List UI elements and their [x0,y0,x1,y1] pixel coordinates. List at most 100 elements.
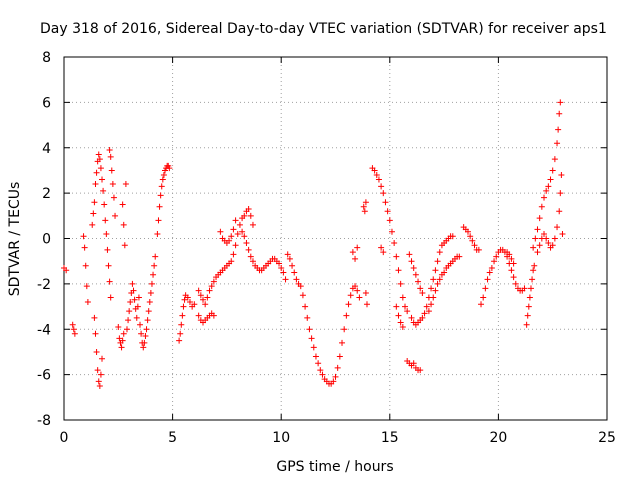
data-point [371,167,378,174]
data-point [232,242,239,249]
data-point [276,260,283,267]
data-point [536,242,543,249]
data-point [129,280,136,287]
data-point [99,176,106,183]
data-point [179,312,186,319]
data-point [140,344,147,351]
data-point [434,280,441,287]
data-point [228,233,235,240]
data-point [554,140,561,147]
data-point [380,249,387,256]
data-point [378,244,385,251]
data-point [343,312,350,319]
data-point [388,228,395,235]
data-point [404,308,411,315]
data-point [362,289,369,296]
data-point [506,251,513,258]
data-point [556,208,563,215]
data-point [142,333,149,340]
y-tick-label: -6 [37,368,51,384]
data-point [397,280,404,287]
data-point [245,206,252,213]
data-point [121,242,128,249]
y-axis-label: SDTVAR / TECUs [7,182,23,297]
data-point [523,321,530,328]
data-point [349,249,356,256]
data-point [116,335,123,342]
data-point [195,312,202,319]
data-point [151,262,158,269]
data-point [317,367,324,374]
data-point [181,296,188,303]
data-point [107,294,114,301]
data-point [93,169,100,176]
y-tick-label: 6 [42,95,51,111]
data-point [243,240,250,247]
data-point [395,312,402,319]
data-point [195,287,202,294]
data-point [134,303,141,310]
data-point [148,280,155,287]
data-point [81,244,88,251]
grid-lines [64,57,607,420]
data-point [380,190,387,197]
data-point [352,255,359,262]
data-point [147,289,154,296]
data-point [122,181,129,188]
data-point [360,203,367,210]
data-point [436,249,443,256]
data-point [336,353,343,360]
data-point [556,110,563,117]
data-point [382,199,389,206]
data-point [419,289,426,296]
y-tick-label: -2 [37,277,51,293]
data-point [186,299,193,306]
data-point [551,156,558,163]
data-point [291,269,298,276]
data-point [510,274,517,281]
data-point [526,294,533,301]
data-point [93,348,100,355]
data-point [105,262,112,269]
data-point [137,321,144,328]
data-point [204,294,211,301]
data-point [345,301,352,308]
data-point [210,278,217,285]
data-point [399,294,406,301]
data-point [551,235,558,242]
data-point [184,294,191,301]
data-point [210,312,217,319]
data-point [480,294,487,301]
data-point [310,344,317,351]
data-point [467,233,474,240]
data-point [547,176,554,183]
data-point [375,176,382,183]
data-point [393,303,400,310]
data-point [410,360,417,367]
data-point [524,312,531,319]
data-point [531,262,538,269]
data-point [118,344,125,351]
data-point [208,283,215,290]
data-point [217,228,224,235]
data-point [534,226,541,233]
data-point [356,294,363,301]
data-point [558,171,565,178]
data-point [284,251,291,258]
data-point [104,246,111,253]
data-point [554,224,561,231]
data-point [432,267,439,274]
x-tick-label: 25 [598,430,616,446]
data-point [302,303,309,310]
data-point [247,212,254,219]
y-tick-label: -8 [37,413,51,429]
data-point [157,192,164,199]
x-tick-label: 0 [60,430,69,446]
y-tick-label: 0 [42,232,51,248]
data-point [510,260,517,267]
data-point [119,337,126,344]
x-tick-label: 15 [381,430,399,446]
data-point [478,301,485,308]
data-point [96,156,103,163]
